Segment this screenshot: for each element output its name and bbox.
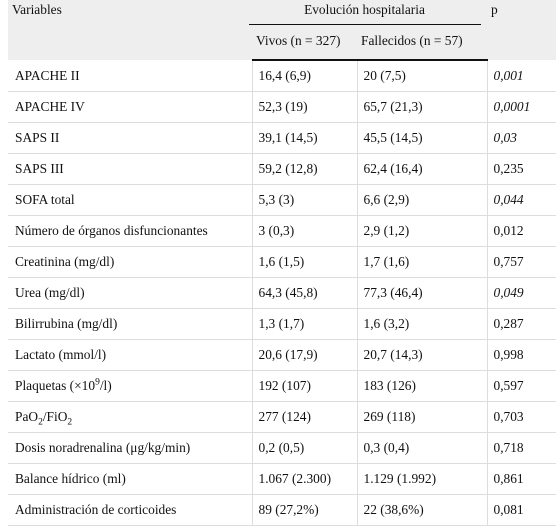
header-p: p — [487, 0, 556, 60]
table-row: Administración de corticoides 89 (27,2%) 2… — [8, 494, 556, 526]
cell-p: 0,049 — [486, 277, 556, 309]
cell-p: 0,012 — [486, 215, 556, 247]
cell-alive: 277 (124) — [251, 401, 357, 433]
table-row: Bilirrubina (mg/dl) 1,3 (1,7) 1,6 (3,2) 0,2… — [8, 308, 556, 340]
cell-p: 0,597 — [486, 370, 556, 402]
cell-variable: APACHE IV — [8, 91, 252, 123]
cell-deceased: 22 (38,6%) — [356, 494, 487, 526]
cell-deceased: 183 (126) — [356, 370, 487, 402]
cell-alive: 192 (107) — [251, 370, 357, 402]
table-row: Plaquetas (×109/l) 192 (107) 183 (126) 0,59… — [8, 370, 556, 402]
cell-alive: 39,1 (14,5) — [251, 122, 357, 154]
cell-deceased: 0,3 (0,4) — [356, 432, 487, 464]
cell-variable: PaO2/FiO2 — [8, 401, 252, 433]
cell-variable: Número de órganos disfuncionantes — [8, 215, 252, 247]
table-row: Dosis noradrenalina (μg/kg/min) 0,2 (0,5)… — [8, 432, 556, 464]
superscript: 9 — [95, 377, 100, 388]
cell-p: 0,044 — [486, 184, 556, 216]
cell-alive: 89 (27,2%) — [251, 494, 357, 526]
cell-alive: 52,3 (19) — [251, 91, 357, 123]
table-row: Urea (mg/dl) 64,3 (45,8) 77,3 (46,4) 0,049 — [8, 277, 556, 309]
cell-deceased: 77,3 (46,4) — [356, 277, 487, 309]
header-group: Evolución hospitalaria — [248, 0, 487, 29]
table-row: APACHE IV 52,3 (19) 65,7 (21,3) 0,0001 — [8, 91, 556, 123]
cell-p: 0,757 — [486, 246, 556, 278]
table-body: APACHE II 16,4 (6,9) 20 (7,5) 0,001 APACHE I… — [8, 60, 556, 526]
cell-p: 0,718 — [486, 432, 556, 464]
label-text: Plaquetas (×10 — [15, 378, 96, 393]
subscript: 2 — [38, 417, 43, 428]
cell-alive: 16,4 (6,9) — [251, 60, 357, 92]
cell-p: 0,235 — [486, 153, 556, 185]
cell-p: 0,703 — [486, 401, 556, 433]
cell-p: 0,287 — [486, 308, 556, 340]
table-row: SOFA total 5,3 (3) 6,6 (2,9) 0,044 — [8, 184, 556, 216]
cell-deceased: 20 (7,5) — [356, 60, 487, 92]
cell-alive: 1,3 (1,7) — [251, 308, 357, 340]
cell-variable: SAPS II — [8, 122, 252, 154]
cell-p: 0,001 — [486, 60, 556, 92]
cell-deceased: 1,6 (3,2) — [356, 308, 487, 340]
cell-variable: Administración de corticoides — [8, 494, 252, 526]
cell-alive: 1.067 (2.300) — [251, 463, 357, 495]
label-text: /FiO — [42, 409, 68, 424]
header-group-label: Evolución hospitalaria — [248, 2, 481, 25]
table-row: Balance hídrico (ml) 1.067 (2.300) 1.129 (… — [8, 463, 556, 495]
header-alive: Vivos (n = 327) — [252, 29, 357, 61]
cell-alive: 0,2 (0,5) — [251, 432, 357, 464]
cell-deceased: 45,5 (14,5) — [356, 122, 487, 154]
cell-deceased: 62,4 (16,4) — [356, 153, 487, 185]
cell-variable: Balance hídrico (ml) — [8, 463, 252, 495]
table-row: SAPS III 59,2 (12,8) 62,4 (16,4) 0,235 — [8, 153, 556, 185]
cell-variable: Plaquetas (×109/l) — [8, 370, 252, 402]
table-header: Variables Evolución hospitalaria p Vivos… — [8, 0, 556, 61]
cell-deceased: 2,9 (1,2) — [356, 215, 487, 247]
cell-alive: 1,6 (1,5) — [251, 246, 357, 278]
cell-p: 0,998 — [486, 339, 556, 371]
cell-deceased: 65,7 (21,3) — [356, 91, 487, 123]
cell-deceased: 1.129 (1.992) — [356, 463, 487, 495]
table-row: APACHE II 16,4 (6,9) 20 (7,5) 0,001 — [8, 60, 556, 92]
cell-alive: 3 (0,3) — [251, 215, 357, 247]
label-text: /l) — [99, 378, 112, 393]
cell-variable: Dosis noradrenalina (μg/kg/min) — [8, 432, 252, 464]
table-row: Número de órganos disfuncionantes 3 (0,3)… — [8, 215, 556, 247]
cell-alive: 64,3 (45,8) — [251, 277, 357, 309]
label-text: PaO — [15, 409, 39, 424]
cell-deceased: 269 (118) — [356, 401, 487, 433]
cell-deceased: 20,7 (14,3) — [356, 339, 487, 371]
cell-p: 0,03 — [486, 122, 556, 154]
cell-variable: Lactato (mmol/l) — [8, 339, 252, 371]
cell-p: 0,861 — [486, 463, 556, 495]
table-row: PaO2/FiO2 277 (124) 269 (118) 0,703 — [8, 401, 556, 433]
cell-alive: 20,6 (17,9) — [251, 339, 357, 371]
cell-variable: Bilirrubina (mg/dl) — [8, 308, 252, 340]
cell-variable: Urea (mg/dl) — [8, 277, 252, 309]
cell-p: 0,081 — [486, 494, 556, 526]
cell-alive: 5,3 (3) — [251, 184, 357, 216]
results-table: Variables Evolución hospitalaria p Vivos… — [8, 0, 556, 526]
cell-variable: SOFA total — [8, 184, 252, 216]
cell-variable: Creatinina (mg/dl) — [8, 246, 252, 278]
cell-variable: SAPS III — [8, 153, 252, 185]
cell-alive: 59,2 (12,8) — [251, 153, 357, 185]
header-deceased: Fallecidos (n = 57) — [357, 29, 487, 61]
subscript: 2 — [67, 417, 73, 428]
table-row: Lactato (mmol/l) 20,6 (17,9) 20,7 (14,3) 0,… — [8, 339, 556, 371]
cell-deceased: 1,7 (1,6) — [356, 246, 487, 278]
cell-p: 0,0001 — [486, 91, 556, 123]
header-variables: Variables — [8, 0, 252, 60]
cell-deceased: 6,6 (2,9) — [356, 184, 487, 216]
table-row: SAPS II 39,1 (14,5) 45,5 (14,5) 0,03 — [8, 122, 556, 154]
cell-variable: APACHE II — [8, 60, 252, 92]
table-row: Creatinina (mg/dl) 1,6 (1,5) 1,7 (1,6) 0,75… — [8, 246, 556, 278]
